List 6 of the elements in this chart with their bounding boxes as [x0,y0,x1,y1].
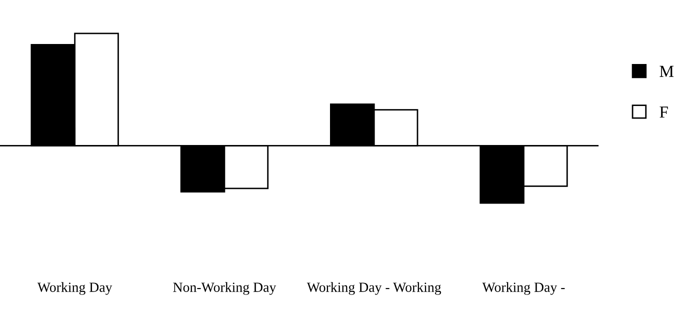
legend-label: M [660,66,674,77]
legend-label: F [660,106,668,118]
x-tick-label: Non-Working Day [173,282,276,295]
x-tick-label: Working Day - [482,282,565,295]
x-tick-label: Working Day - Working [306,282,442,295]
x-tick-label: Working Day [37,282,112,295]
